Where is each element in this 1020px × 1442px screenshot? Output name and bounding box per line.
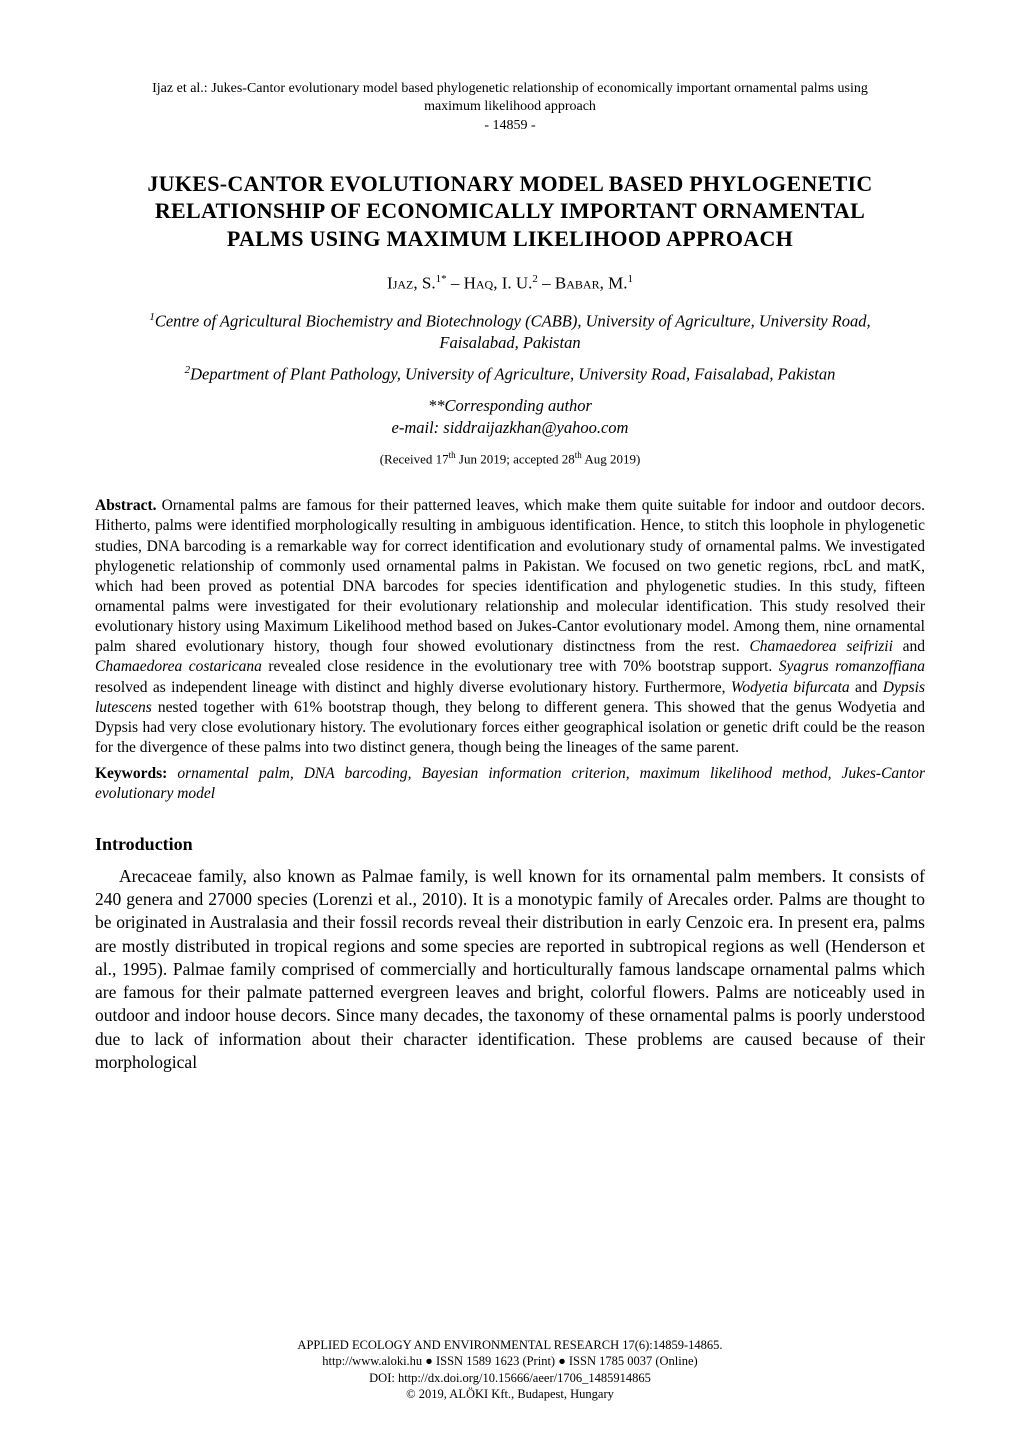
abstract-species-4: Wodyetia bifurcata [731,679,850,696]
page-number: - 14859 - [95,117,925,135]
abstract-species-1: Chamaedorea seifrizii [749,638,892,655]
footer-line-2: http://www.aloki.hu ● ISSN 1589 1623 (Pr… [0,1353,1020,1369]
abstract-species-3: Syagrus romanzoffiana [779,658,925,675]
author-3-rest: , M. [600,274,628,293]
keywords-label: Keywords: [95,765,167,782]
keywords-text: ornamental palm, DNA barcoding, Bayesian… [95,765,925,802]
affiliation-2: 2Department of Plant Pathology, Universi… [135,363,885,385]
footer-line-4: © 2019, ALÖKI Kft., Budapest, Hungary [0,1386,1020,1402]
author-2-rest: , I. U. [493,274,532,293]
abstract-species-2: Chamaedorea costaricana [95,658,262,675]
authors: Ijaz, S.1* – Haq, I. U.2 – Babar, M.1 [95,272,925,296]
author-1-rest: , S. [413,274,435,293]
author-1-sup: 1* [436,273,447,285]
abstract-tail: nested together with 61% bootstrap thoug… [95,699,925,756]
abstract-mid-2: revealed close residence in the evolutio… [262,658,779,675]
sep-1: – [451,274,464,293]
author-3-sup: 1 [627,273,633,285]
footer: APPLIED ECOLOGY AND ENVIRONMENTAL RESEAR… [0,1337,1020,1402]
introduction-paragraph-1: Arecaceae family, also known as Palmae f… [95,865,925,1074]
received-dates: (Received 17th Jun 2019; accepted 28th A… [95,449,925,468]
corresponding-email: e-mail: siddraijazkhan@yahoo.com [95,417,925,439]
section-heading-introduction: Introduction [95,832,925,856]
author-2-surname: Haq [464,274,494,293]
corresponding-label: **Corresponding author [95,395,925,417]
affiliation-2-text: Department of Plant Pathology, Universit… [190,364,835,383]
author-2-sup: 2 [532,273,538,285]
paper-title: JUKES-CANTOR EVOLUTIONARY MODEL BASED PH… [125,170,895,253]
abstract-mid-4: and [850,679,883,696]
corresponding: **Corresponding author e-mail: siddraija… [95,395,925,440]
footer-line-3: DOI: http://dx.doi.org/10.15666/aeer/170… [0,1370,1020,1386]
abstract-mid-1: and [893,638,925,655]
keywords: Keywords: ornamental palm, DNA barcoding… [95,764,925,804]
abstract-label: Abstract. [95,497,157,514]
affiliation-1: 1Centre of Agricultural Biochemistry and… [135,310,885,353]
running-header: Ijaz et al.: Jukes-Cantor evolutionary m… [95,80,925,135]
sep-2: – [542,274,555,293]
footer-line-1: APPLIED ECOLOGY AND ENVIRONMENTAL RESEAR… [0,1337,1020,1353]
abstract-body-1: Ornamental palms are famous for their pa… [95,497,925,655]
affiliation-1-text: Centre of Agricultural Biochemistry and … [155,311,871,351]
running-header-line1: Ijaz et al.: Jukes-Cantor evolutionary m… [95,80,925,98]
author-3-surname: Babar [555,274,600,293]
abstract-mid-3: resolved as independent lineage with dis… [95,679,731,696]
abstract: Abstract. Ornamental palms are famous fo… [95,496,925,758]
author-1-surname: Ijaz [387,274,413,293]
running-header-line2: maximum likelihood approach [95,98,925,116]
